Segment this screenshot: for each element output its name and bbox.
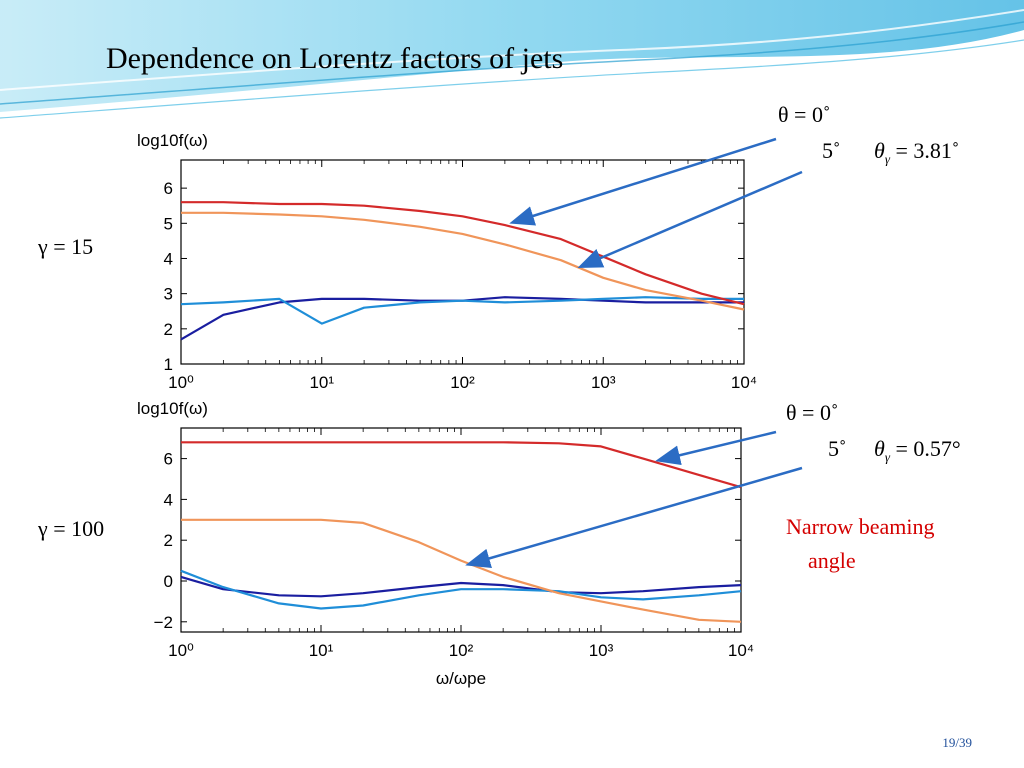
series-line-red	[181, 441, 742, 489]
y-tick-label: 4	[164, 249, 173, 268]
header-wave-decoration	[0, 0, 1024, 119]
theta-symbol: θ	[874, 436, 885, 461]
y-tick-label: −2	[154, 613, 173, 632]
x-axis-label: ω/ωpe	[436, 669, 486, 688]
y-tick-label: 5	[164, 214, 173, 233]
bottom-theta0-label: θ = 0˚	[786, 400, 839, 425]
series-line-red	[181, 201, 745, 306]
x-tick-label: 10⁴	[728, 641, 754, 660]
narrow-beaming-line1: Narrow beaming	[786, 514, 935, 539]
gamma-subscript: γ	[884, 151, 890, 167]
chart-svg: 1 2 3 4 5 6 10⁰ 10¹ 10² 10³ 10⁴ log10f(ω) −2 0 2 4 6 10⁰ 1…	[137, 131, 757, 688]
slide-title: Dependence on Lorentz factors of jets	[106, 42, 564, 75]
x-tick-label: 10²	[449, 641, 474, 660]
page-number: 19/39	[942, 735, 972, 750]
x-tick-label: 10⁰	[168, 373, 194, 392]
x-tick-label: 10¹	[309, 641, 334, 660]
x-tick-label: 10³	[589, 641, 614, 660]
x-tick-label: 10¹	[309, 373, 334, 392]
theta-symbol: θ	[874, 138, 885, 163]
series-line-orange	[181, 211, 745, 311]
y-tick-label: 4	[164, 490, 173, 509]
plot-frame-1	[180, 427, 742, 633]
y-tick-label: 1	[164, 355, 173, 374]
gamma-subscript: γ	[884, 449, 890, 465]
series-line-orange	[181, 518, 742, 623]
bottom-theta5-label: 5˚	[828, 436, 847, 461]
y-axis-label: log10f(ω)	[137, 131, 208, 150]
gamma-100-label: γ = 100	[38, 516, 105, 541]
x-tick-label: 10⁴	[731, 373, 757, 392]
theta-gamma-value: = 3.81˚	[895, 138, 960, 163]
narrow-beaming-line2: angle	[808, 548, 856, 573]
series-line-blue	[180, 569, 742, 610]
top-theta5-label: 5˚	[822, 138, 841, 163]
y-axis-label: log10f(ω)	[137, 399, 208, 418]
y-tick-label: 3	[164, 285, 173, 304]
top-theta-gamma: θγ = 3.81˚	[874, 138, 959, 167]
theta-gamma-value: = 0.57°	[895, 436, 961, 461]
x-tick-label: 10³	[591, 373, 616, 392]
y-tick-label: 2	[164, 531, 173, 550]
plot-frame-0	[180, 159, 745, 365]
y-tick-label: 6	[164, 179, 173, 198]
y-tick-label: 6	[164, 450, 173, 469]
x-tick-label: 10²	[450, 373, 475, 392]
series-line-navy	[180, 575, 742, 598]
series-line-blue	[180, 296, 744, 325]
y-tick-label: 2	[164, 320, 173, 339]
bottom-theta-gamma: θγ = 0.57°	[874, 436, 961, 465]
top-theta0-label: θ = 0˚	[778, 102, 831, 127]
y-tick-label: 0	[164, 572, 173, 591]
x-tick-label: 10⁰	[168, 641, 194, 660]
figure-panel: 1 2 3 4 5 6 10⁰ 10¹ 10² 10³ 10⁴ log10f(ω) −2 0 2 4 6 10⁰ 1…	[118, 128, 768, 704]
gamma-15-label: γ = 15	[38, 234, 94, 259]
